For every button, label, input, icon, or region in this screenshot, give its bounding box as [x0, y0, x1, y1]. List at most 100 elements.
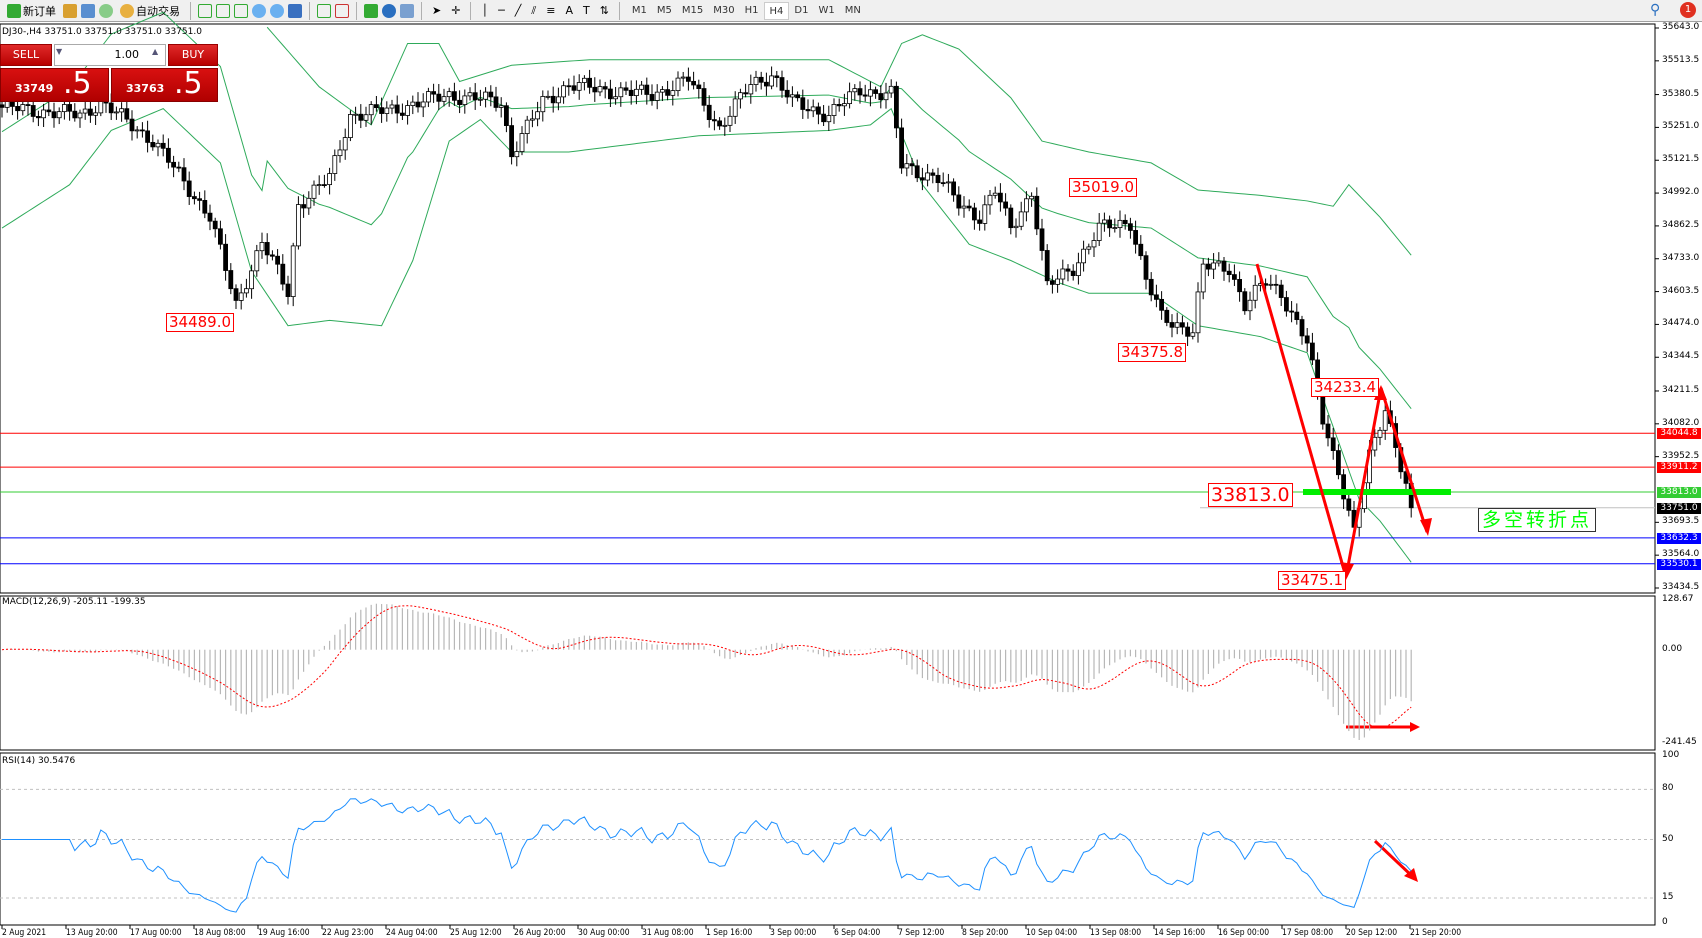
vertical-line-icon[interactable]: │	[481, 4, 489, 17]
candle	[1024, 191, 1029, 222]
signals-icon[interactable]	[99, 3, 113, 18]
candle	[961, 196, 967, 218]
bar-chart-icon[interactable]	[198, 3, 212, 18]
timeframe-mn[interactable]: MN	[844, 4, 861, 16]
fibonacci-icon[interactable]: ≡	[546, 4, 556, 17]
price-label[interactable]: 35019.0	[1069, 178, 1138, 197]
price-label[interactable]: 33475.1	[1278, 571, 1347, 590]
candle-body	[1143, 255, 1149, 280]
candle-body	[186, 180, 192, 197]
candle-body	[191, 196, 197, 200]
candle	[451, 82, 457, 106]
candle-body	[1008, 207, 1014, 229]
zoom-out-icon[interactable]	[270, 3, 284, 18]
candle-body	[686, 76, 691, 82]
candle	[389, 99, 395, 115]
price-axis-label: 35121.5	[1662, 154, 1700, 165]
candle	[795, 91, 800, 102]
candle	[566, 78, 572, 96]
crosshair-icon[interactable]: ✛	[451, 4, 461, 17]
price-label[interactable]: 33813.0	[1208, 483, 1293, 507]
candle	[753, 70, 759, 92]
timeframe-h4[interactable]: H4	[763, 1, 790, 20]
cursor-icon[interactable]: ➤	[432, 4, 442, 17]
buy-price[interactable]: 33763.5	[111, 67, 218, 102]
timeframe-d1[interactable]: D1	[794, 4, 809, 16]
candle	[987, 190, 993, 215]
candle	[93, 106, 98, 126]
sell-button[interactable]: SELL	[0, 44, 52, 66]
tile-windows-icon[interactable]	[288, 3, 302, 18]
candle	[46, 100, 52, 117]
lots-decrease-button[interactable]: ▼	[56, 47, 63, 56]
candle	[114, 106, 119, 120]
candle	[347, 110, 353, 142]
candle-body	[483, 91, 489, 100]
price-label[interactable]: 34233.4	[1311, 378, 1380, 397]
trendline-icon[interactable]: ╱	[514, 4, 522, 17]
auto-trading-button[interactable]: 自动交易	[117, 1, 183, 21]
text-icon[interactable]: A	[565, 4, 573, 17]
candle-body	[1242, 291, 1248, 312]
price-label[interactable]: 34375.8	[1118, 343, 1187, 362]
candle-body	[545, 95, 551, 98]
zoom-in-icon[interactable]	[252, 3, 266, 18]
price-label[interactable]: 34489.0	[166, 313, 235, 332]
sell-price[interactable]: 33749.5	[0, 67, 109, 102]
timeframe-w1[interactable]: W1	[818, 4, 835, 16]
candle-body	[675, 77, 681, 92]
candle	[920, 167, 925, 191]
lots-increase-button[interactable]: ▲	[152, 47, 159, 56]
periods-icon[interactable]	[382, 3, 396, 18]
candle-body	[509, 125, 515, 158]
lots-input[interactable]: 1.00	[54, 44, 166, 66]
new-order-icon	[7, 3, 21, 18]
toolbar: 新订单 自动交易 ➤ ✛ │ ─ ╱ ⫽ ≡ A T ⇅ M1 M5 M15 M30 H…	[0, 0, 1702, 22]
price-axis-label: 35643.0	[1662, 22, 1700, 32]
timeframe-m15[interactable]: M15	[681, 4, 704, 16]
search-icon[interactable]: ⚲	[1650, 2, 1661, 18]
indicators-icon[interactable]	[364, 3, 378, 18]
navigator-icon[interactable]	[81, 3, 95, 18]
timeframe-m5[interactable]: M5	[656, 4, 672, 16]
candle-body	[769, 75, 774, 87]
candle	[1164, 307, 1170, 327]
candle-body	[431, 91, 437, 95]
pivot-text-label[interactable]: 多空转折点	[1478, 508, 1597, 532]
line-chart-icon[interactable]	[234, 3, 248, 18]
timeframe-m1[interactable]: M1	[631, 4, 647, 16]
candle	[550, 86, 556, 113]
text-label-icon[interactable]: T	[582, 4, 590, 17]
candle	[576, 74, 582, 100]
candle-body	[826, 115, 832, 123]
candle-body	[696, 84, 702, 89]
notification-badge[interactable]: 1	[1680, 2, 1696, 18]
candle	[660, 86, 665, 102]
candle-body	[1299, 319, 1305, 337]
horizontal-line-icon[interactable]: ─	[498, 4, 505, 17]
arrows-icon[interactable]: ⇅	[599, 4, 609, 17]
candle-body	[462, 95, 468, 105]
channel-icon[interactable]: ⫽	[531, 3, 537, 17]
candle	[774, 70, 780, 88]
candle-body	[1018, 211, 1024, 227]
templates-icon[interactable]	[400, 3, 414, 18]
chart-shift-icon[interactable]	[335, 3, 349, 18]
candle-body	[259, 242, 265, 252]
market-watch-icon[interactable]	[63, 3, 77, 18]
auto-scroll-icon[interactable]	[317, 3, 331, 18]
candle-body	[1252, 284, 1258, 301]
candle	[1195, 282, 1201, 343]
timeframe-h1[interactable]: H1	[744, 4, 759, 16]
candle	[717, 117, 722, 130]
timeframe-m30[interactable]: M30	[713, 4, 735, 16]
buy-button[interactable]: BUY	[168, 44, 218, 66]
candle	[888, 79, 894, 98]
new-order-button[interactable]: 新订单	[4, 1, 59, 21]
candle-body	[1102, 219, 1107, 224]
candle-body	[868, 89, 873, 97]
candle	[1065, 264, 1071, 282]
candlestick-icon[interactable]	[216, 3, 230, 18]
candle	[946, 173, 951, 193]
